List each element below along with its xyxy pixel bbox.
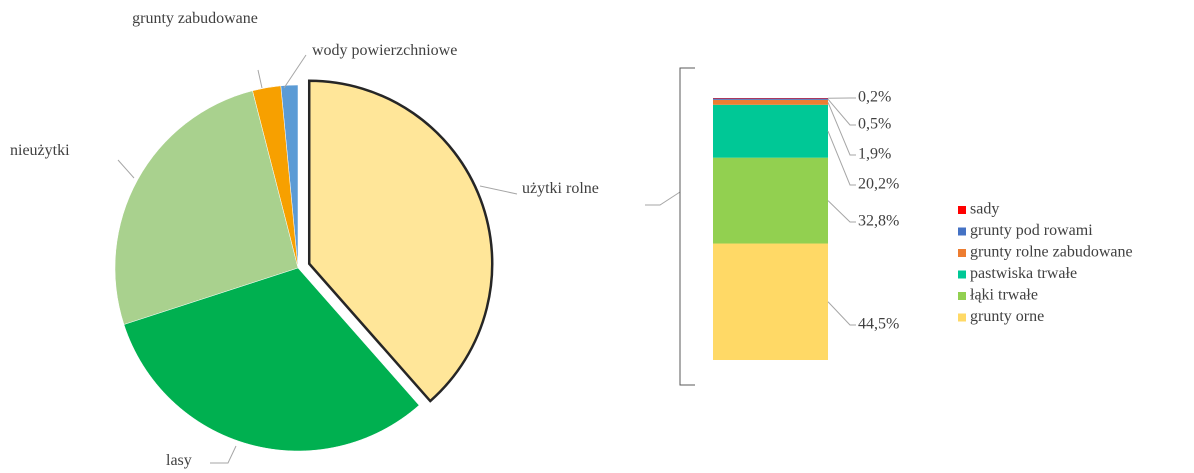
leader-line [827,200,856,223]
slice-label: lasy [166,452,192,469]
data-label: 0,5% [858,116,891,133]
leader-lines [117,54,681,464]
leader-line [257,69,263,89]
legend-label: łąki trwałe [970,287,1038,304]
data-label: 44,5% [858,316,899,333]
legend-label: grunty pod rowami [970,222,1093,239]
leader-line [827,131,856,186]
bar-segment [713,104,828,158]
legend-swatch [958,227,966,236]
bracket [679,67,695,386]
legend-swatch [958,206,966,214]
slice-label: nieużytki [10,142,70,159]
legend-label: sady [970,201,999,218]
pie-slice [123,267,420,452]
bar-segment [713,157,828,244]
leader-line [479,185,518,195]
legend-label: grunty orne [970,308,1044,325]
legend-label: pastwiska trwałe [970,265,1077,282]
bar-segment [713,99,828,105]
leader-line [827,102,856,156]
bar-segment [713,98,828,100]
leader-line [827,98,856,126]
slice-label: grunty zabudowane [132,10,258,27]
data-label: 0,2% [858,89,891,106]
bar-segment [713,98,828,99]
legend-swatch [958,313,966,322]
pie-slice [307,79,494,403]
data-label: 32,8% [858,213,899,230]
leader-line [117,159,135,179]
legend-swatch [958,292,966,300]
leader-line [645,191,681,206]
slice-label: użytki rolne [522,180,599,197]
bar-segment [713,243,828,360]
data-label: 1,9% [858,146,891,163]
data-label: 20,2% [858,176,899,193]
pie-slice [114,90,299,325]
legend-swatch [958,270,966,279]
leader-line [210,445,237,464]
leader-line [827,301,856,326]
leader-line [283,54,307,89]
slice-label: wody powierzchniowe [312,42,458,59]
legend-swatch [958,249,966,257]
legend-label: grunty rolne zabudowane [970,244,1133,261]
